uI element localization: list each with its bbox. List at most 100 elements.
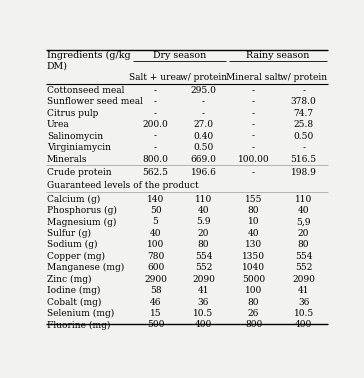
Text: 100: 100: [245, 286, 262, 295]
Text: 800.0: 800.0: [143, 155, 169, 164]
Text: 40: 40: [150, 229, 161, 238]
Text: Phosphorus (g): Phosphorus (g): [47, 206, 117, 215]
Text: Virginiamycin: Virginiamycin: [47, 143, 111, 152]
Text: -: -: [154, 97, 157, 106]
Text: 80: 80: [248, 297, 259, 307]
Text: 5,9: 5,9: [296, 217, 311, 226]
Text: -: -: [202, 109, 205, 118]
Text: 295.0: 295.0: [190, 86, 217, 95]
Text: 780: 780: [147, 252, 164, 261]
Text: Zinc (mg): Zinc (mg): [47, 275, 91, 284]
Text: Calcium (g): Calcium (g): [47, 195, 100, 204]
Text: Ingredients (g/kg
DM): Ingredients (g/kg DM): [47, 51, 131, 71]
Text: 130: 130: [245, 240, 262, 249]
Text: 100: 100: [147, 240, 164, 249]
Text: Selenium (mg): Selenium (mg): [47, 309, 114, 318]
Text: 2090: 2090: [292, 275, 315, 284]
Text: 669.0: 669.0: [190, 155, 217, 164]
Text: Salt + urea: Salt + urea: [129, 73, 182, 82]
Text: 378.0: 378.0: [291, 97, 316, 106]
Text: 0.50: 0.50: [193, 143, 214, 152]
Text: Minerals: Minerals: [47, 155, 87, 164]
Text: -: -: [252, 109, 255, 118]
Text: 554: 554: [195, 252, 212, 261]
Text: 198.9: 198.9: [291, 168, 317, 177]
Text: Citrus pulp: Citrus pulp: [47, 109, 98, 118]
Text: 36: 36: [198, 297, 209, 307]
Text: -: -: [252, 168, 255, 177]
Text: 0.50: 0.50: [293, 132, 314, 141]
Text: 100.00: 100.00: [238, 155, 269, 164]
Text: Copper (mg): Copper (mg): [47, 252, 105, 261]
Text: Sodium (g): Sodium (g): [47, 240, 98, 249]
Text: -: -: [202, 97, 205, 106]
Text: -: -: [154, 132, 157, 141]
Text: Rainy season: Rainy season: [246, 51, 309, 60]
Text: 46: 46: [150, 297, 161, 307]
Text: 1350: 1350: [242, 252, 265, 261]
Text: 40: 40: [298, 206, 309, 215]
Text: Iodine (mg): Iodine (mg): [47, 286, 100, 295]
Text: Guaranteed levels of the product: Guaranteed levels of the product: [47, 181, 199, 190]
Text: 10: 10: [248, 217, 259, 226]
Text: 5000: 5000: [242, 275, 265, 284]
Text: 200.0: 200.0: [143, 120, 169, 129]
Text: Cottonseed meal: Cottonseed meal: [47, 86, 124, 95]
Text: Urea: Urea: [47, 120, 70, 129]
Text: 140: 140: [147, 195, 164, 203]
Text: 5.9: 5.9: [196, 217, 211, 226]
Text: 600: 600: [147, 263, 164, 272]
Text: 800: 800: [245, 321, 262, 329]
Text: Mineral salt: Mineral salt: [226, 73, 281, 82]
Text: 500: 500: [147, 321, 164, 329]
Text: 20: 20: [298, 229, 309, 238]
Text: 1040: 1040: [242, 263, 265, 272]
Text: Sulfur (g): Sulfur (g): [47, 229, 91, 238]
Text: 110: 110: [295, 195, 312, 203]
Text: 110: 110: [195, 195, 212, 203]
Text: -: -: [252, 97, 255, 106]
Text: 400: 400: [295, 321, 312, 329]
Text: 41: 41: [298, 286, 309, 295]
Text: Dry season: Dry season: [153, 51, 206, 60]
Text: 50: 50: [150, 206, 161, 215]
Text: -: -: [154, 86, 157, 95]
Text: 41: 41: [198, 286, 209, 295]
Text: 2900: 2900: [144, 275, 167, 284]
Text: 2090: 2090: [192, 275, 215, 284]
Text: 58: 58: [150, 286, 161, 295]
Text: 80: 80: [198, 240, 209, 249]
Text: 0.40: 0.40: [193, 132, 214, 141]
Text: w/ protein: w/ protein: [280, 73, 327, 82]
Text: -: -: [154, 109, 157, 118]
Text: 10.5: 10.5: [193, 309, 214, 318]
Text: 400: 400: [195, 321, 212, 329]
Text: 552: 552: [195, 263, 212, 272]
Text: 74.7: 74.7: [293, 109, 314, 118]
Text: 15: 15: [150, 309, 161, 318]
Text: Sunflower seed meal: Sunflower seed meal: [47, 97, 143, 106]
Text: 20: 20: [198, 229, 209, 238]
Text: -: -: [252, 143, 255, 152]
Text: 5: 5: [153, 217, 158, 226]
Text: 552: 552: [295, 263, 312, 272]
Text: 80: 80: [248, 206, 259, 215]
Text: -: -: [252, 86, 255, 95]
Text: -: -: [302, 86, 305, 95]
Text: -: -: [252, 120, 255, 129]
Text: 80: 80: [298, 240, 309, 249]
Text: 10.5: 10.5: [293, 309, 314, 318]
Text: Magnesium (g): Magnesium (g): [47, 217, 116, 226]
Text: 26: 26: [248, 309, 259, 318]
Text: Fluorine (mg): Fluorine (mg): [47, 321, 110, 330]
Text: 554: 554: [295, 252, 312, 261]
Text: Salinomycin: Salinomycin: [47, 132, 103, 141]
Text: 27.0: 27.0: [194, 120, 213, 129]
Text: -: -: [154, 143, 157, 152]
Text: 40: 40: [198, 206, 209, 215]
Text: -: -: [302, 143, 305, 152]
Text: Cobalt (mg): Cobalt (mg): [47, 297, 101, 307]
Text: 516.5: 516.5: [290, 155, 317, 164]
Text: Crude protein: Crude protein: [47, 168, 111, 177]
Text: -: -: [252, 132, 255, 141]
